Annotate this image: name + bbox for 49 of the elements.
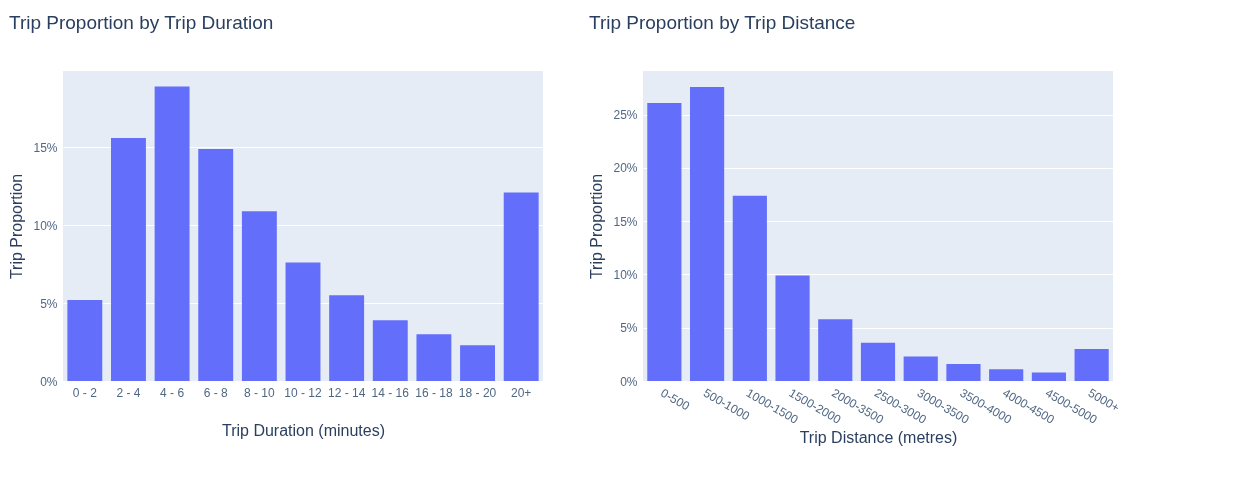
y-tick-label: 10% [33,218,58,233]
x-axis-title: Trip Duration (minutes) [221,421,386,439]
bar [67,299,103,381]
x-tick-label: 6 - 8 [203,385,229,400]
bar [690,86,725,381]
x-tick-label: 4 - 6 [160,385,185,400]
bar [1074,349,1109,381]
y-tick-label: 25% [613,108,638,123]
bar [154,86,190,381]
x-tick-label: 8 - 10 [244,385,276,400]
bar [329,295,365,381]
bar [111,137,146,381]
x-tick-label: 14 - 16 [371,385,410,400]
bar [198,148,234,381]
y-axis-title: Trip Proportion [588,173,606,280]
x-tick-label: 0 - 2 [72,385,98,400]
chart-title: Trip Proportion by Trip Duration [8,12,274,33]
bar [732,195,767,381]
bar [946,363,981,381]
x-tick-label: 20+ [511,385,532,400]
bar [416,334,452,381]
x-tick-label: 16 - 18 [415,385,453,400]
x-tick-label: 10 - 12 [284,385,323,400]
y-axis-title: Trip Proportion [8,173,26,280]
bar [775,275,810,381]
y-tick-label: 0% [620,374,638,389]
bar [241,211,277,381]
bar [818,319,853,381]
y-tick-label: 20% [613,161,638,176]
y-tick-label: 0% [40,374,58,389]
bar [460,345,495,381]
x-tick-label: 18 - 20 [458,385,497,400]
x-tick-label: 12 - 14 [327,385,366,400]
y-tick-label: 5% [40,296,58,311]
bar [503,192,539,381]
y-tick-label: 15% [613,214,638,229]
chart-title: Trip Proportion by Trip Distance [588,12,856,33]
bar [372,320,408,381]
x-tick-label: 2 - 4 [116,385,141,400]
bar [903,356,938,381]
x-axis-title: Trip Distance (metres) [799,428,958,446]
bar [989,369,1024,381]
bar [860,342,896,381]
y-tick-label: 10% [613,267,638,282]
bar [1031,372,1066,381]
bar [285,262,321,381]
y-tick-label: 15% [33,140,58,155]
y-tick-label: 5% [620,321,638,336]
bar [647,102,682,381]
